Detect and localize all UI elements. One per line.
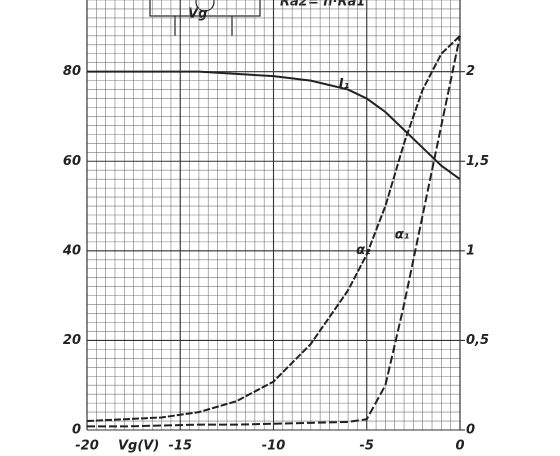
x-tick-label: -5 xyxy=(360,439,374,454)
series-label: α₁ xyxy=(395,228,410,243)
series-label: α₂ xyxy=(356,243,371,258)
y-tick-label: 40 xyxy=(62,243,81,258)
series-line xyxy=(87,35,461,428)
y2-tick-label: 0 xyxy=(466,423,475,438)
inset-diagram xyxy=(149,0,261,36)
y2-tick-label: 0,5 xyxy=(466,333,489,348)
series-label: I₁ xyxy=(339,77,350,92)
y-tick-label: 80 xyxy=(63,64,81,79)
y2-tick-label: 2 xyxy=(466,64,475,79)
y-tick-label: 60 xyxy=(63,154,81,169)
inset-source xyxy=(195,0,215,12)
y2-tick-label: 1 xyxy=(466,243,475,258)
y2-tick-label: 1,5 xyxy=(466,154,489,169)
x-tick-label: -20 xyxy=(75,439,99,454)
y-tick-label: 20 xyxy=(63,333,81,348)
x-tick-label: 0 xyxy=(455,439,464,454)
inset-box xyxy=(149,0,261,17)
inset-label: Ra2= n·Ra1 xyxy=(280,0,365,10)
x-tick-label: -15 xyxy=(169,439,193,454)
series-line xyxy=(87,70,461,180)
x-tick-label: -10 xyxy=(262,439,286,454)
y-tick-label: 0 xyxy=(72,423,81,438)
series-line xyxy=(86,35,461,423)
x-axis-title: Vg(V) xyxy=(118,439,159,454)
